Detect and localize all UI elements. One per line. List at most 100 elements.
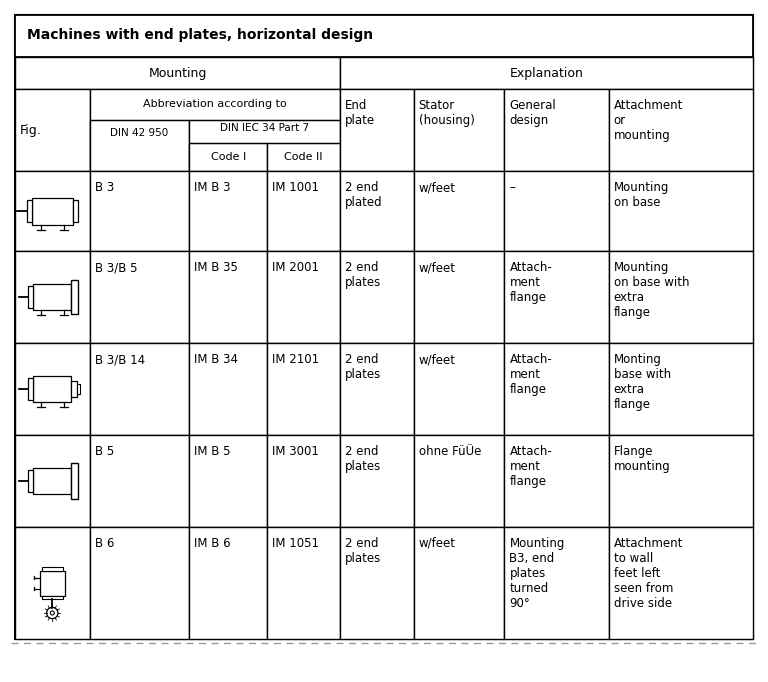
Bar [340,527,414,639]
Bar [340,57,753,89]
Bar [609,89,753,171]
Text: B 6: B 6 [94,537,114,550]
Bar [90,120,190,171]
Bar [72,200,78,222]
Bar [505,435,609,527]
Bar [340,171,414,251]
Text: IM 1051: IM 1051 [272,537,319,550]
Bar [15,57,340,89]
Bar [33,468,71,494]
Text: w/feet: w/feet [419,261,455,274]
Text: IM B 6: IM B 6 [194,537,231,550]
Bar [267,251,340,343]
Text: Abbreviation according to: Abbreviation according to [143,99,286,109]
Bar [41,595,63,599]
Text: Attachment
or
mounting: Attachment or mounting [614,99,683,142]
Text: w/feet: w/feet [419,537,455,550]
Text: Mounting
B3, end
plates
turned
90°: Mounting B3, end plates turned 90° [509,537,565,610]
Bar [90,171,190,251]
Bar [609,251,753,343]
Bar [340,435,414,527]
Bar [414,343,505,435]
Bar [190,171,267,251]
Bar [32,198,72,224]
Text: B 3/B 5: B 3/B 5 [94,261,137,274]
Text: Mounting
on base with
extra
flange: Mounting on base with extra flange [614,261,689,319]
Text: IM B 3: IM B 3 [194,181,231,194]
Text: Code I: Code I [210,152,246,162]
Text: Code II: Code II [284,152,323,162]
Bar [190,527,267,639]
Text: IM B 35: IM B 35 [194,261,238,274]
Bar [190,143,267,171]
Bar [15,15,753,57]
Bar [27,200,32,222]
Bar [190,120,340,171]
Text: General
design: General design [509,99,556,127]
Text: Attachment
to wall
feet left
seen from
drive side: Attachment to wall feet left seen from d… [614,537,683,610]
Text: End
plate: End plate [346,99,376,127]
Text: IM 3001: IM 3001 [272,445,319,458]
Text: w/feet: w/feet [419,181,455,194]
Bar [414,435,505,527]
Bar [505,527,609,639]
Text: Flange
mounting: Flange mounting [614,445,670,473]
Bar [267,171,340,251]
Bar [15,89,90,171]
Bar [90,343,190,435]
Bar [609,343,753,435]
Circle shape [47,608,58,619]
Text: –: – [509,181,515,194]
Bar [15,171,90,251]
Bar [340,251,414,343]
Text: IM B 34: IM B 34 [194,353,238,366]
Bar [414,527,505,639]
Bar [90,527,190,639]
Bar [414,251,505,343]
Bar [414,89,505,171]
Bar [28,470,33,492]
Text: IM 2001: IM 2001 [272,261,319,274]
Bar [28,378,33,400]
Text: Attach-
ment
flange: Attach- ment flange [509,353,552,396]
Text: ohne FüÜe: ohne FüÜe [419,445,481,458]
Text: Attach-
ment
flange: Attach- ment flange [509,445,552,488]
Bar [340,343,414,435]
Bar [267,343,340,435]
Bar [609,171,753,251]
Bar [190,343,267,435]
Text: DIN IEC 34 Part 7: DIN IEC 34 Part 7 [220,123,310,133]
Bar [609,527,753,639]
Bar [267,527,340,639]
Text: B 3: B 3 [94,181,114,194]
Text: IM 1001: IM 1001 [272,181,319,194]
Bar [190,435,267,527]
Bar [340,89,414,171]
Text: Machines with end plates, horizontal design: Machines with end plates, horizontal des… [27,28,373,42]
Bar [15,251,90,343]
Bar [71,463,78,499]
Bar [505,171,609,251]
Bar [414,171,505,251]
Text: 2 end
plates: 2 end plates [346,353,382,381]
Bar [40,571,65,595]
Text: IM 2101: IM 2101 [272,353,319,366]
Text: B 3/B 14: B 3/B 14 [94,353,144,366]
Text: 2 end
plates: 2 end plates [346,261,382,289]
Text: B 5: B 5 [94,445,114,458]
Bar [190,251,267,343]
Bar [15,527,90,639]
Bar [71,280,78,314]
Bar [505,343,609,435]
Text: DIN 42 950: DIN 42 950 [111,128,169,138]
Text: 2 end
plates: 2 end plates [346,445,382,473]
Bar [267,435,340,527]
Text: Mounting: Mounting [148,67,207,80]
Text: Explanation: Explanation [510,67,584,80]
Text: IM B 5: IM B 5 [194,445,231,458]
Text: Fig.: Fig. [20,123,41,136]
Text: Stator
(housing): Stator (housing) [419,99,475,127]
Bar [90,251,190,343]
Bar [267,143,340,171]
Text: w/feet: w/feet [419,353,455,366]
